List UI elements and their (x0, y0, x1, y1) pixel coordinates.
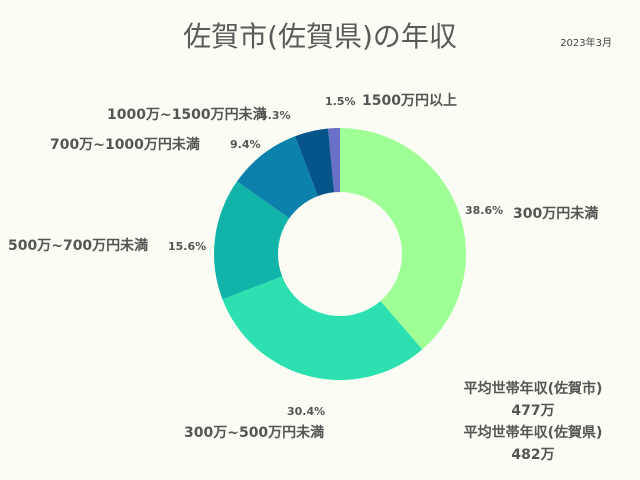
average-income-city-label: 平均世帯年収(佐賀市) (464, 380, 603, 397)
slice-500-700 (214, 181, 290, 300)
category-label-300-500: 300万~500万円未満 (184, 424, 324, 441)
value-label-1000-1500: 4.3% (260, 109, 291, 122)
slice-700-1000 (237, 136, 318, 219)
slice-1500-over (328, 128, 340, 193)
category-label-500-700: 500万~700万円未満 (8, 237, 148, 254)
category-label-700-1000: 700万~1000万円未満 (50, 136, 200, 153)
slice-300-under (340, 128, 467, 350)
value-label-300-under: 38.6% (465, 204, 503, 217)
donut-slices (214, 128, 467, 381)
average-income-pref-label: 平均世帯年収(佐賀県) (464, 424, 603, 441)
category-label-300-under: 300万円未満 (513, 205, 598, 222)
slice-1000-1500 (295, 128, 335, 197)
date-note: 2023年3月 (560, 36, 612, 49)
category-label-1000-1500: 1000万~1500万円未満 (107, 106, 267, 123)
value-label-500-700: 15.6% (168, 240, 206, 253)
value-label-300-500: 30.4% (287, 405, 325, 418)
value-label-1500-over: 1.5% (325, 95, 356, 108)
slice-300-500 (222, 276, 423, 381)
average-income-city-value: 477万 (511, 403, 554, 419)
chart-title: 佐賀市(佐賀県)の年収 (183, 20, 457, 53)
category-label-1500-over: 1500万円以上 (362, 93, 457, 109)
value-label-700-1000: 9.4% (230, 138, 261, 151)
average-income-pref-value: 482万 (511, 447, 554, 463)
